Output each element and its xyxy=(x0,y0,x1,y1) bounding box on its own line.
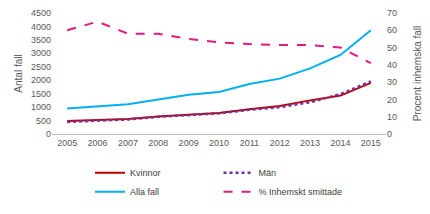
svg-text:2009: 2009 xyxy=(179,138,199,148)
svg-text:0: 0 xyxy=(387,129,392,139)
svg-text:2015: 2015 xyxy=(361,138,381,148)
svg-text:% Inhemskt smittade: % Inhemskt smittade xyxy=(259,187,343,197)
svg-text:Antal fall: Antal fall xyxy=(13,54,24,92)
svg-text:2014: 2014 xyxy=(330,138,350,148)
svg-text:2010: 2010 xyxy=(209,138,229,148)
svg-text:20: 20 xyxy=(387,95,397,105)
svg-text:2500: 2500 xyxy=(31,62,51,72)
svg-text:3000: 3000 xyxy=(31,48,51,58)
svg-text:2007: 2007 xyxy=(118,138,138,148)
svg-text:2011: 2011 xyxy=(240,138,259,148)
svg-text:40: 40 xyxy=(387,60,397,70)
svg-text:2005: 2005 xyxy=(57,138,77,148)
svg-text:30: 30 xyxy=(387,77,397,87)
svg-text:1500: 1500 xyxy=(31,89,51,99)
svg-text:0: 0 xyxy=(46,129,51,139)
svg-text:60: 60 xyxy=(387,25,397,35)
svg-text:1000: 1000 xyxy=(31,102,51,112)
svg-text:10: 10 xyxy=(387,112,397,122)
svg-text:3500: 3500 xyxy=(31,35,51,45)
svg-text:2008: 2008 xyxy=(148,138,168,148)
svg-text:4500: 4500 xyxy=(31,8,51,18)
svg-text:4000: 4000 xyxy=(31,22,51,32)
svg-text:2000: 2000 xyxy=(31,75,51,85)
svg-text:Kvinnor: Kvinnor xyxy=(130,168,161,178)
svg-text:70: 70 xyxy=(387,8,397,18)
svg-text:2006: 2006 xyxy=(88,138,108,148)
svg-text:Procent inhemska fall: Procent inhemska fall xyxy=(412,26,423,122)
svg-text:Alla fall: Alla fall xyxy=(130,187,159,197)
svg-text:2013: 2013 xyxy=(300,138,320,148)
svg-text:50: 50 xyxy=(387,43,397,53)
svg-text:Män: Män xyxy=(259,168,277,178)
svg-text:2012: 2012 xyxy=(270,138,290,148)
svg-text:500: 500 xyxy=(36,116,51,126)
